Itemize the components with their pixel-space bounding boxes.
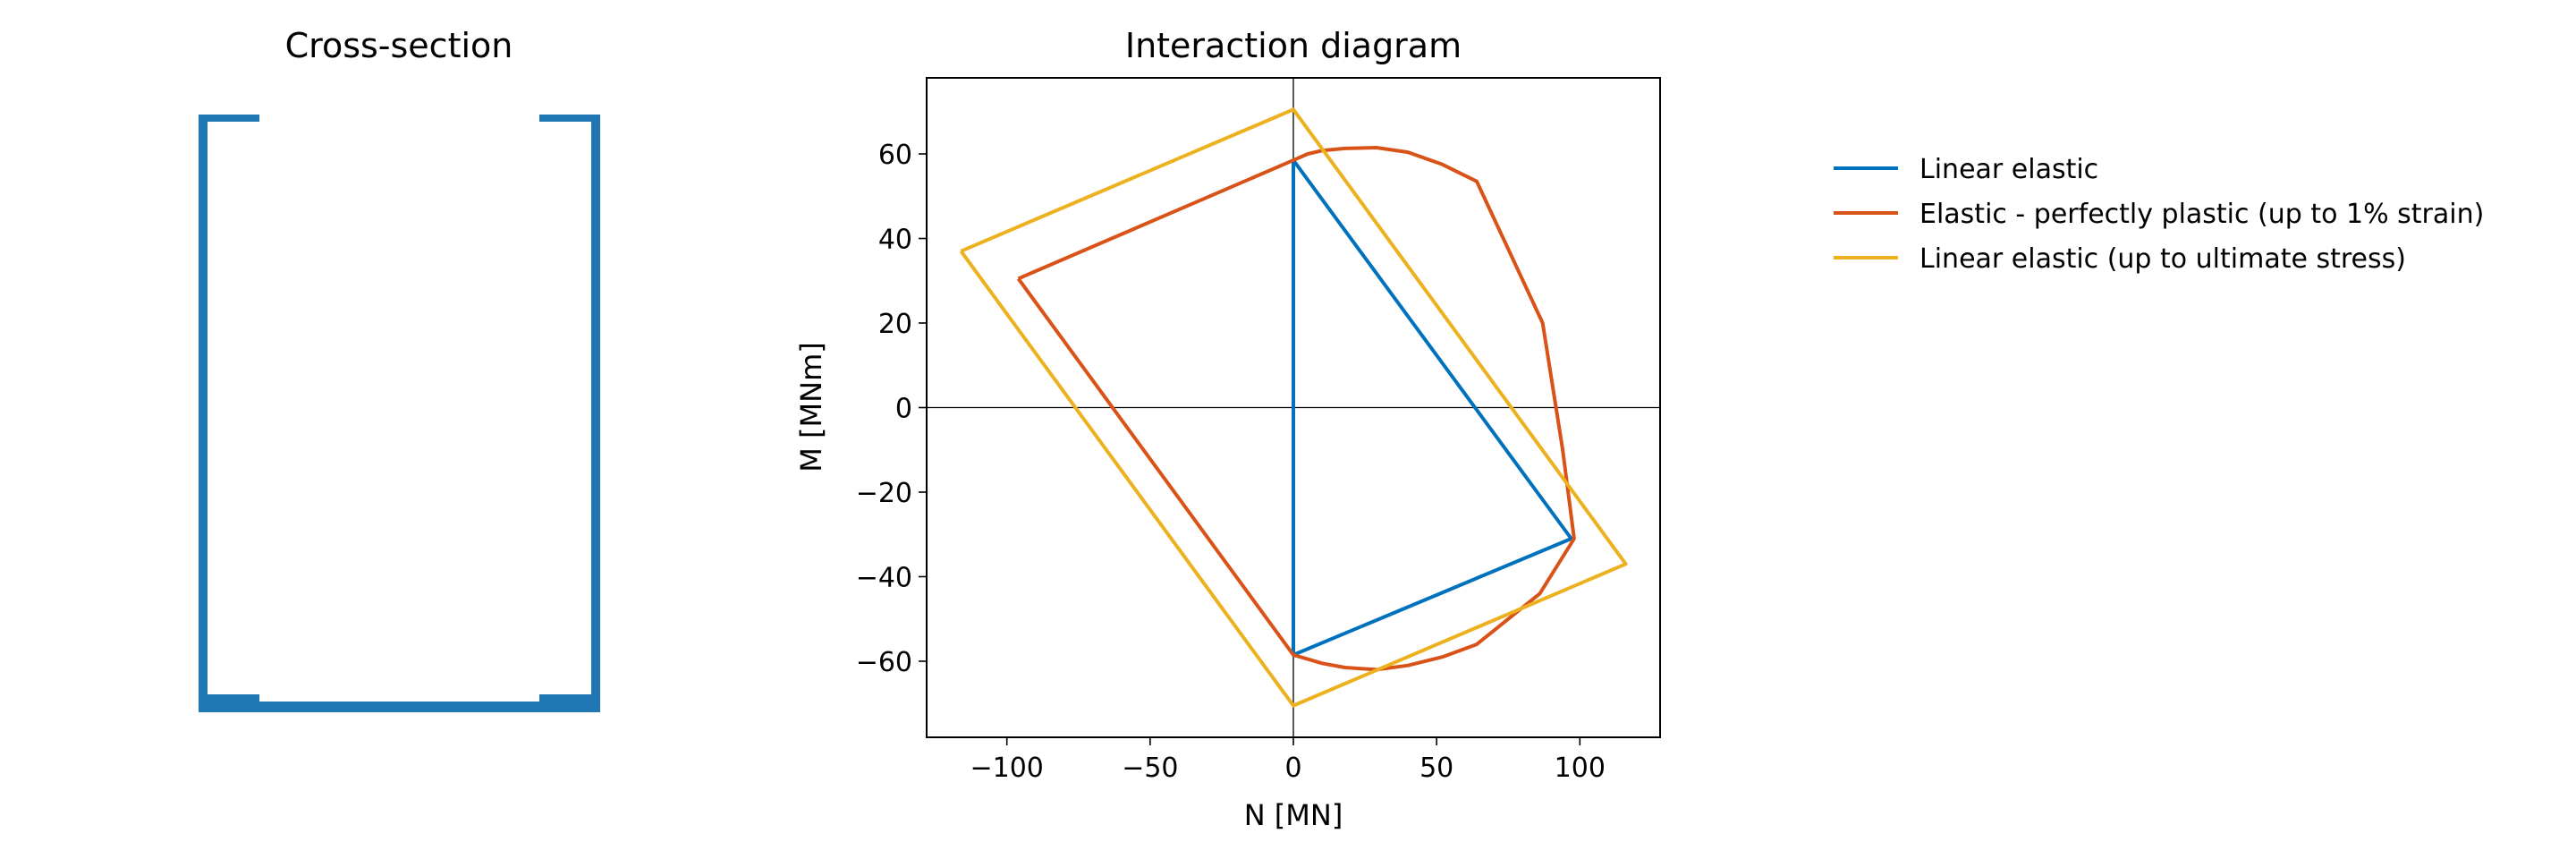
series-line-3 <box>959 107 1628 708</box>
series-line-1 <box>1292 158 1573 657</box>
cross-section-bottom-flange <box>199 702 600 712</box>
y-axis-label: M [MNm] <box>794 342 828 472</box>
legend-label-2: Elastic - perfectly plastic (up to 1% st… <box>1919 199 2484 230</box>
legend-label-1: Linear elastic <box>1919 154 2098 185</box>
interaction-diagram-panel: Interaction diagram −100 −50 0 50 100 −60 −40… <box>794 26 1661 832</box>
cross-section-left-web <box>199 115 208 712</box>
cross-section-left-corner <box>199 694 259 712</box>
cross-section-right-corner <box>539 694 600 712</box>
cross-section-right-lip <box>539 115 600 122</box>
cross-section-shape <box>199 115 600 712</box>
y-tick-label: 0 <box>895 394 912 425</box>
legend-label-3: Linear elastic (up to ultimate stress) <box>1919 243 2406 275</box>
series-line-2 <box>1016 146 1576 672</box>
x-tick-label: 100 <box>1555 753 1606 784</box>
legend: Linear elastic Elastic - perfectly plasti… <box>1834 154 2484 275</box>
y-ticks: −60 −40 −20 0 20 40 60 <box>856 140 927 678</box>
y-tick-label: −20 <box>856 478 912 509</box>
y-tick-label: −60 <box>856 647 912 678</box>
cross-section-right-web <box>591 115 600 712</box>
cross-section-panel: Cross-section <box>199 26 600 712</box>
x-tick-label: −50 <box>1122 753 1178 784</box>
x-ticks: −100 −50 0 50 100 <box>970 737 1606 784</box>
series-layer <box>959 107 1628 708</box>
x-tick-label: −100 <box>970 753 1043 784</box>
y-tick-label: −40 <box>856 562 912 593</box>
interaction-title: Interaction diagram <box>1125 26 1462 65</box>
x-axis-label: N [MN] <box>1244 798 1343 832</box>
cross-section-title: Cross-section <box>285 26 513 65</box>
x-tick-label: 0 <box>1284 753 1301 784</box>
y-tick-label: 40 <box>878 225 912 256</box>
cross-section-left-lip <box>199 115 259 122</box>
y-tick-label: 20 <box>878 309 912 340</box>
y-tick-label: 60 <box>878 140 912 171</box>
x-tick-label: 50 <box>1419 753 1453 784</box>
